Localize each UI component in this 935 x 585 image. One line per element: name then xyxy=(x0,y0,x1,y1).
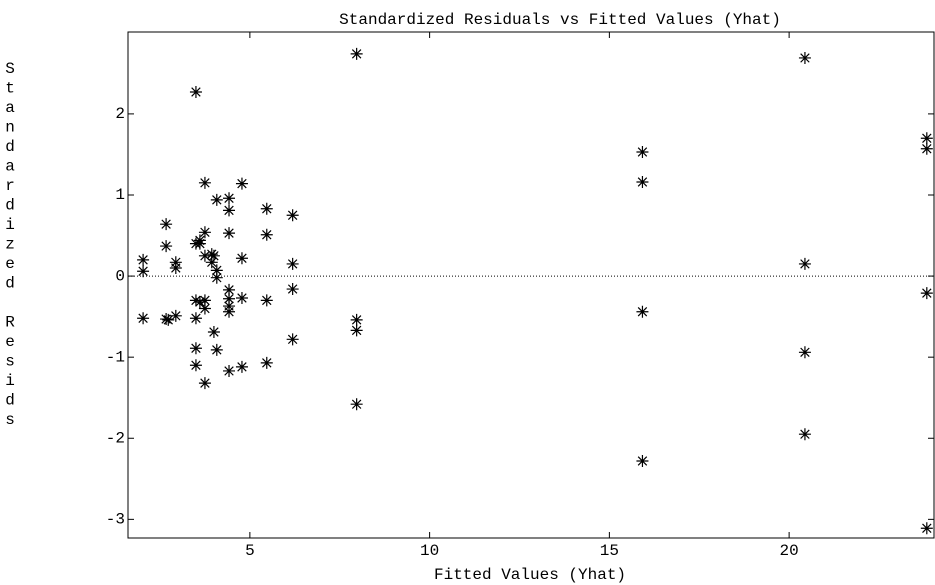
point xyxy=(636,454,649,467)
point xyxy=(235,177,248,190)
point xyxy=(198,249,211,262)
point xyxy=(260,228,273,241)
point xyxy=(260,294,273,307)
point xyxy=(137,312,150,325)
point xyxy=(189,342,202,355)
point xyxy=(205,256,218,269)
point xyxy=(235,252,248,265)
point xyxy=(160,313,173,326)
point xyxy=(189,86,202,99)
y-tick-label: 0 xyxy=(115,267,125,285)
point xyxy=(198,176,211,189)
point xyxy=(350,324,363,337)
y-tick-label: -3 xyxy=(106,511,125,529)
point xyxy=(920,522,933,535)
plot-frame xyxy=(127,31,935,539)
point xyxy=(798,51,811,64)
point xyxy=(636,305,649,318)
point xyxy=(636,146,649,159)
x-axis-label: Fitted Values (Yhat) xyxy=(434,566,626,584)
y-tick-label: 2 xyxy=(115,105,125,123)
point xyxy=(198,302,211,315)
point xyxy=(189,294,202,307)
y-axis-label: Standardized Resids xyxy=(1,60,19,431)
point xyxy=(137,253,150,266)
point xyxy=(350,398,363,411)
point xyxy=(160,218,173,231)
point xyxy=(207,249,220,262)
point xyxy=(798,428,811,441)
point xyxy=(223,204,236,217)
point xyxy=(636,176,649,189)
point xyxy=(198,294,211,307)
point xyxy=(137,265,150,278)
point xyxy=(260,356,273,369)
point xyxy=(920,287,933,300)
point xyxy=(193,296,206,309)
point xyxy=(223,227,236,240)
point xyxy=(260,202,273,215)
y-tick-label: 1 xyxy=(115,186,125,204)
point xyxy=(798,257,811,270)
point xyxy=(920,142,933,155)
point xyxy=(286,283,299,296)
x-tick-label: 5 xyxy=(245,542,255,560)
point xyxy=(235,291,248,304)
point xyxy=(210,271,223,284)
point xyxy=(223,283,236,296)
x-tick-label: 20 xyxy=(780,542,799,560)
point xyxy=(350,47,363,60)
point xyxy=(223,305,236,318)
point xyxy=(210,264,223,277)
point xyxy=(193,234,206,247)
y-tick-label: -1 xyxy=(106,348,125,366)
point xyxy=(920,132,933,145)
chart-title: Standardized Residuals vs Fitted Values … xyxy=(339,11,781,29)
x-tick-label: 10 xyxy=(420,542,439,560)
point xyxy=(223,364,236,377)
point xyxy=(210,343,223,356)
point xyxy=(169,261,182,274)
y-tick-label: -2 xyxy=(106,429,125,447)
point xyxy=(198,226,211,239)
point xyxy=(210,193,223,206)
point xyxy=(286,333,299,346)
x-tick-label: 15 xyxy=(600,542,619,560)
point xyxy=(160,240,173,253)
point xyxy=(198,377,211,390)
point xyxy=(189,312,202,325)
point xyxy=(169,309,182,322)
point xyxy=(189,359,202,372)
point xyxy=(207,326,220,339)
point xyxy=(162,313,175,326)
point xyxy=(350,313,363,326)
point xyxy=(798,346,811,359)
point xyxy=(223,292,236,305)
point xyxy=(286,209,299,222)
point xyxy=(223,192,236,205)
point xyxy=(235,360,248,373)
point xyxy=(286,257,299,270)
